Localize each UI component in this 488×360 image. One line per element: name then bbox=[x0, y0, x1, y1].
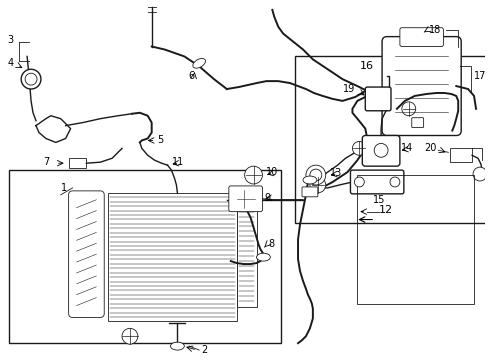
Text: 7: 7 bbox=[43, 157, 49, 167]
Text: 17: 17 bbox=[473, 71, 486, 81]
Text: 8: 8 bbox=[268, 239, 274, 249]
Text: 16: 16 bbox=[360, 61, 373, 71]
Bar bbox=[449, 148, 471, 162]
Circle shape bbox=[244, 166, 262, 184]
Circle shape bbox=[354, 177, 364, 187]
Text: 11: 11 bbox=[171, 157, 183, 167]
Circle shape bbox=[21, 69, 41, 89]
Circle shape bbox=[373, 143, 387, 157]
Text: 5: 5 bbox=[157, 135, 163, 145]
FancyBboxPatch shape bbox=[302, 187, 317, 197]
Circle shape bbox=[309, 169, 321, 181]
Bar bbox=[294, 57, 487, 222]
Circle shape bbox=[401, 102, 415, 116]
Bar bbox=[236, 203, 256, 307]
Ellipse shape bbox=[170, 342, 184, 350]
Circle shape bbox=[305, 165, 325, 185]
Bar bbox=[108, 193, 236, 321]
Text: 3: 3 bbox=[7, 35, 13, 45]
Text: 2: 2 bbox=[201, 345, 207, 355]
Bar bbox=[68, 158, 86, 168]
FancyBboxPatch shape bbox=[350, 170, 403, 194]
Text: 1: 1 bbox=[61, 183, 67, 193]
Text: 12: 12 bbox=[378, 205, 392, 215]
FancyBboxPatch shape bbox=[399, 28, 443, 46]
Text: 20: 20 bbox=[423, 143, 436, 153]
Ellipse shape bbox=[192, 58, 205, 68]
Bar bbox=[357, 175, 473, 303]
Circle shape bbox=[309, 177, 325, 193]
Text: 13: 13 bbox=[329, 168, 341, 178]
Text: 15: 15 bbox=[372, 195, 385, 205]
FancyBboxPatch shape bbox=[228, 186, 262, 212]
FancyBboxPatch shape bbox=[411, 118, 423, 127]
Text: 19: 19 bbox=[343, 84, 355, 94]
Circle shape bbox=[389, 177, 399, 187]
Text: 14: 14 bbox=[400, 143, 412, 153]
FancyBboxPatch shape bbox=[381, 37, 460, 135]
Circle shape bbox=[352, 141, 366, 155]
FancyBboxPatch shape bbox=[68, 191, 104, 318]
Ellipse shape bbox=[303, 176, 316, 184]
Circle shape bbox=[122, 328, 138, 344]
Text: 9: 9 bbox=[264, 193, 270, 203]
Text: 6: 6 bbox=[188, 71, 194, 81]
Text: 4: 4 bbox=[7, 58, 13, 68]
FancyBboxPatch shape bbox=[365, 87, 390, 111]
Circle shape bbox=[25, 73, 37, 85]
Text: 18: 18 bbox=[427, 25, 440, 35]
Circle shape bbox=[472, 167, 486, 181]
Ellipse shape bbox=[256, 253, 270, 261]
FancyBboxPatch shape bbox=[362, 135, 399, 166]
Text: 10: 10 bbox=[266, 167, 278, 177]
Bar bbox=[9, 170, 281, 343]
